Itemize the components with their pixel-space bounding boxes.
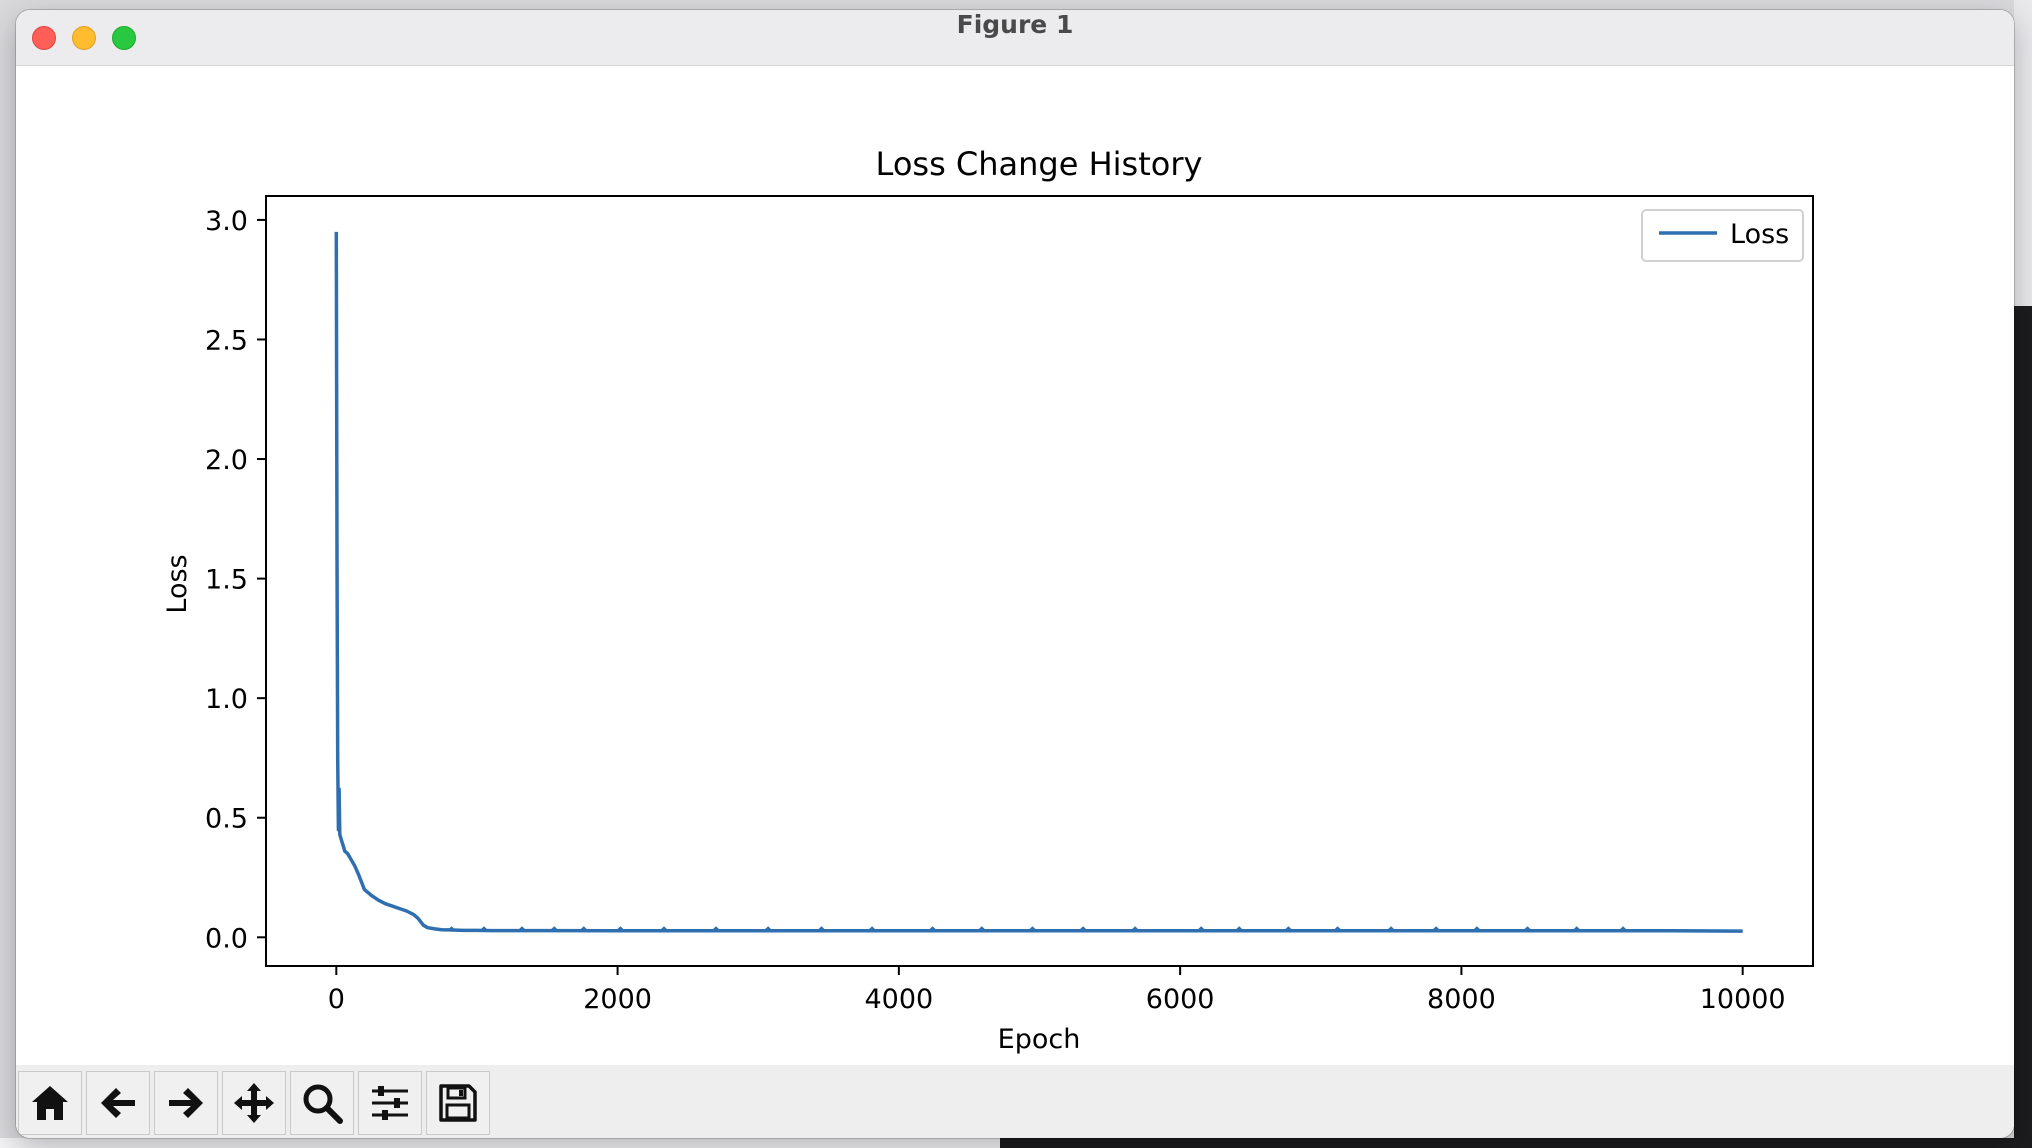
loss-spike	[1079, 926, 1087, 932]
y-tick-label: 1.5	[205, 565, 248, 596]
close-window-button[interactable]	[32, 26, 56, 50]
save-icon	[439, 1084, 477, 1122]
forward-arrow-icon	[169, 1088, 203, 1118]
figure-window: Figure 1 Loss Change History 0 2000 4000 60…	[16, 10, 2014, 1138]
x-tick-label: 10000	[1700, 984, 1786, 1015]
x-axis-label: Epoch	[998, 1024, 1081, 1055]
loss-spike	[447, 926, 456, 932]
loss-spike	[1235, 926, 1244, 932]
loss-spike	[1333, 926, 1342, 932]
legend-entry-loss: Loss	[1730, 219, 1789, 250]
pan-button[interactable]	[222, 1071, 286, 1135]
axes: 0 2000 4000 6000 8000 10000 0.0 0.5 1.0 1.5 2.0 2.5…	[205, 195, 1814, 1015]
zoom-window-button[interactable]	[112, 26, 136, 50]
x-tick-label: 8000	[1427, 984, 1496, 1015]
loss-spike	[817, 926, 826, 932]
navigation-toolbar	[16, 1065, 2014, 1138]
loss-spike	[1387, 926, 1395, 932]
loss-spike	[1028, 926, 1037, 932]
loss-spike	[616, 926, 625, 932]
legend[interactable]: Loss	[1641, 209, 1804, 262]
loss-spike	[660, 926, 668, 932]
x-tick-label: 2000	[583, 984, 652, 1015]
loss-spike	[550, 926, 559, 932]
loss-spike	[868, 926, 876, 932]
chart-title: Loss Change History	[876, 145, 1203, 183]
back-button[interactable]	[86, 1071, 150, 1135]
loss-series	[334, 231, 1743, 933]
y-tick-label: 0.0	[205, 923, 248, 954]
series-line-loss	[334, 231, 1743, 933]
loss-spike	[518, 926, 526, 932]
loss-spike	[977, 926, 986, 932]
loss-spike	[1432, 926, 1440, 932]
save-button[interactable]	[426, 1071, 490, 1135]
loss-spike	[712, 926, 720, 932]
y-tick-label: 2.0	[205, 445, 248, 476]
back-arrow-icon	[101, 1088, 135, 1118]
loss-spike	[928, 926, 937, 932]
y-tick-label: 2.5	[205, 325, 248, 356]
x-tick-label: 0	[328, 984, 345, 1015]
loss-spike	[1284, 926, 1293, 932]
y-tick-label: 3.0	[205, 206, 248, 237]
loss-spike	[1197, 926, 1206, 932]
minimize-window-button[interactable]	[72, 26, 96, 50]
home-button[interactable]	[18, 1071, 82, 1135]
figure-canvas[interactable]: Loss Change History 0 2000 4000 6000 8000 100…	[16, 67, 2014, 1065]
loss-spike	[764, 926, 772, 932]
loss-spike	[1523, 926, 1532, 932]
background-terminal-edge	[2014, 306, 2032, 1148]
configure-subplots-icon	[372, 1086, 408, 1120]
configure-subplots-button[interactable]	[358, 1071, 422, 1135]
loss-chart[interactable]: Loss Change History 0 2000 4000 6000 8000 100…	[16, 67, 2014, 1065]
y-axis-label: Loss	[162, 554, 193, 613]
zoom-icon	[303, 1084, 343, 1124]
loss-spike	[579, 926, 588, 932]
pan-icon	[234, 1083, 274, 1123]
x-tick-label: 4000	[865, 984, 934, 1015]
loss-spike	[1572, 926, 1581, 932]
y-tick-label: 0.5	[205, 804, 248, 835]
zoom-button[interactable]	[290, 1071, 354, 1135]
window-title: Figure 1	[956, 10, 1074, 39]
loss-spike	[1131, 926, 1139, 932]
legend-frame	[1641, 209, 1804, 262]
loss-spike	[1619, 926, 1627, 932]
plot-frame	[265, 195, 1814, 967]
y-tick-label: 1.0	[205, 684, 248, 715]
title-bar[interactable]: Figure 1	[16, 10, 2014, 66]
x-tick-label: 6000	[1146, 984, 1215, 1015]
background-app-glyph	[2014, 214, 2032, 244]
home-icon	[32, 1086, 68, 1120]
loss-spike	[480, 926, 488, 932]
forward-button[interactable]	[154, 1071, 218, 1135]
background-terminal-bottom	[1000, 1138, 2032, 1148]
background-app-bottom	[0, 1138, 1000, 1148]
loss-spike	[1473, 926, 1481, 932]
